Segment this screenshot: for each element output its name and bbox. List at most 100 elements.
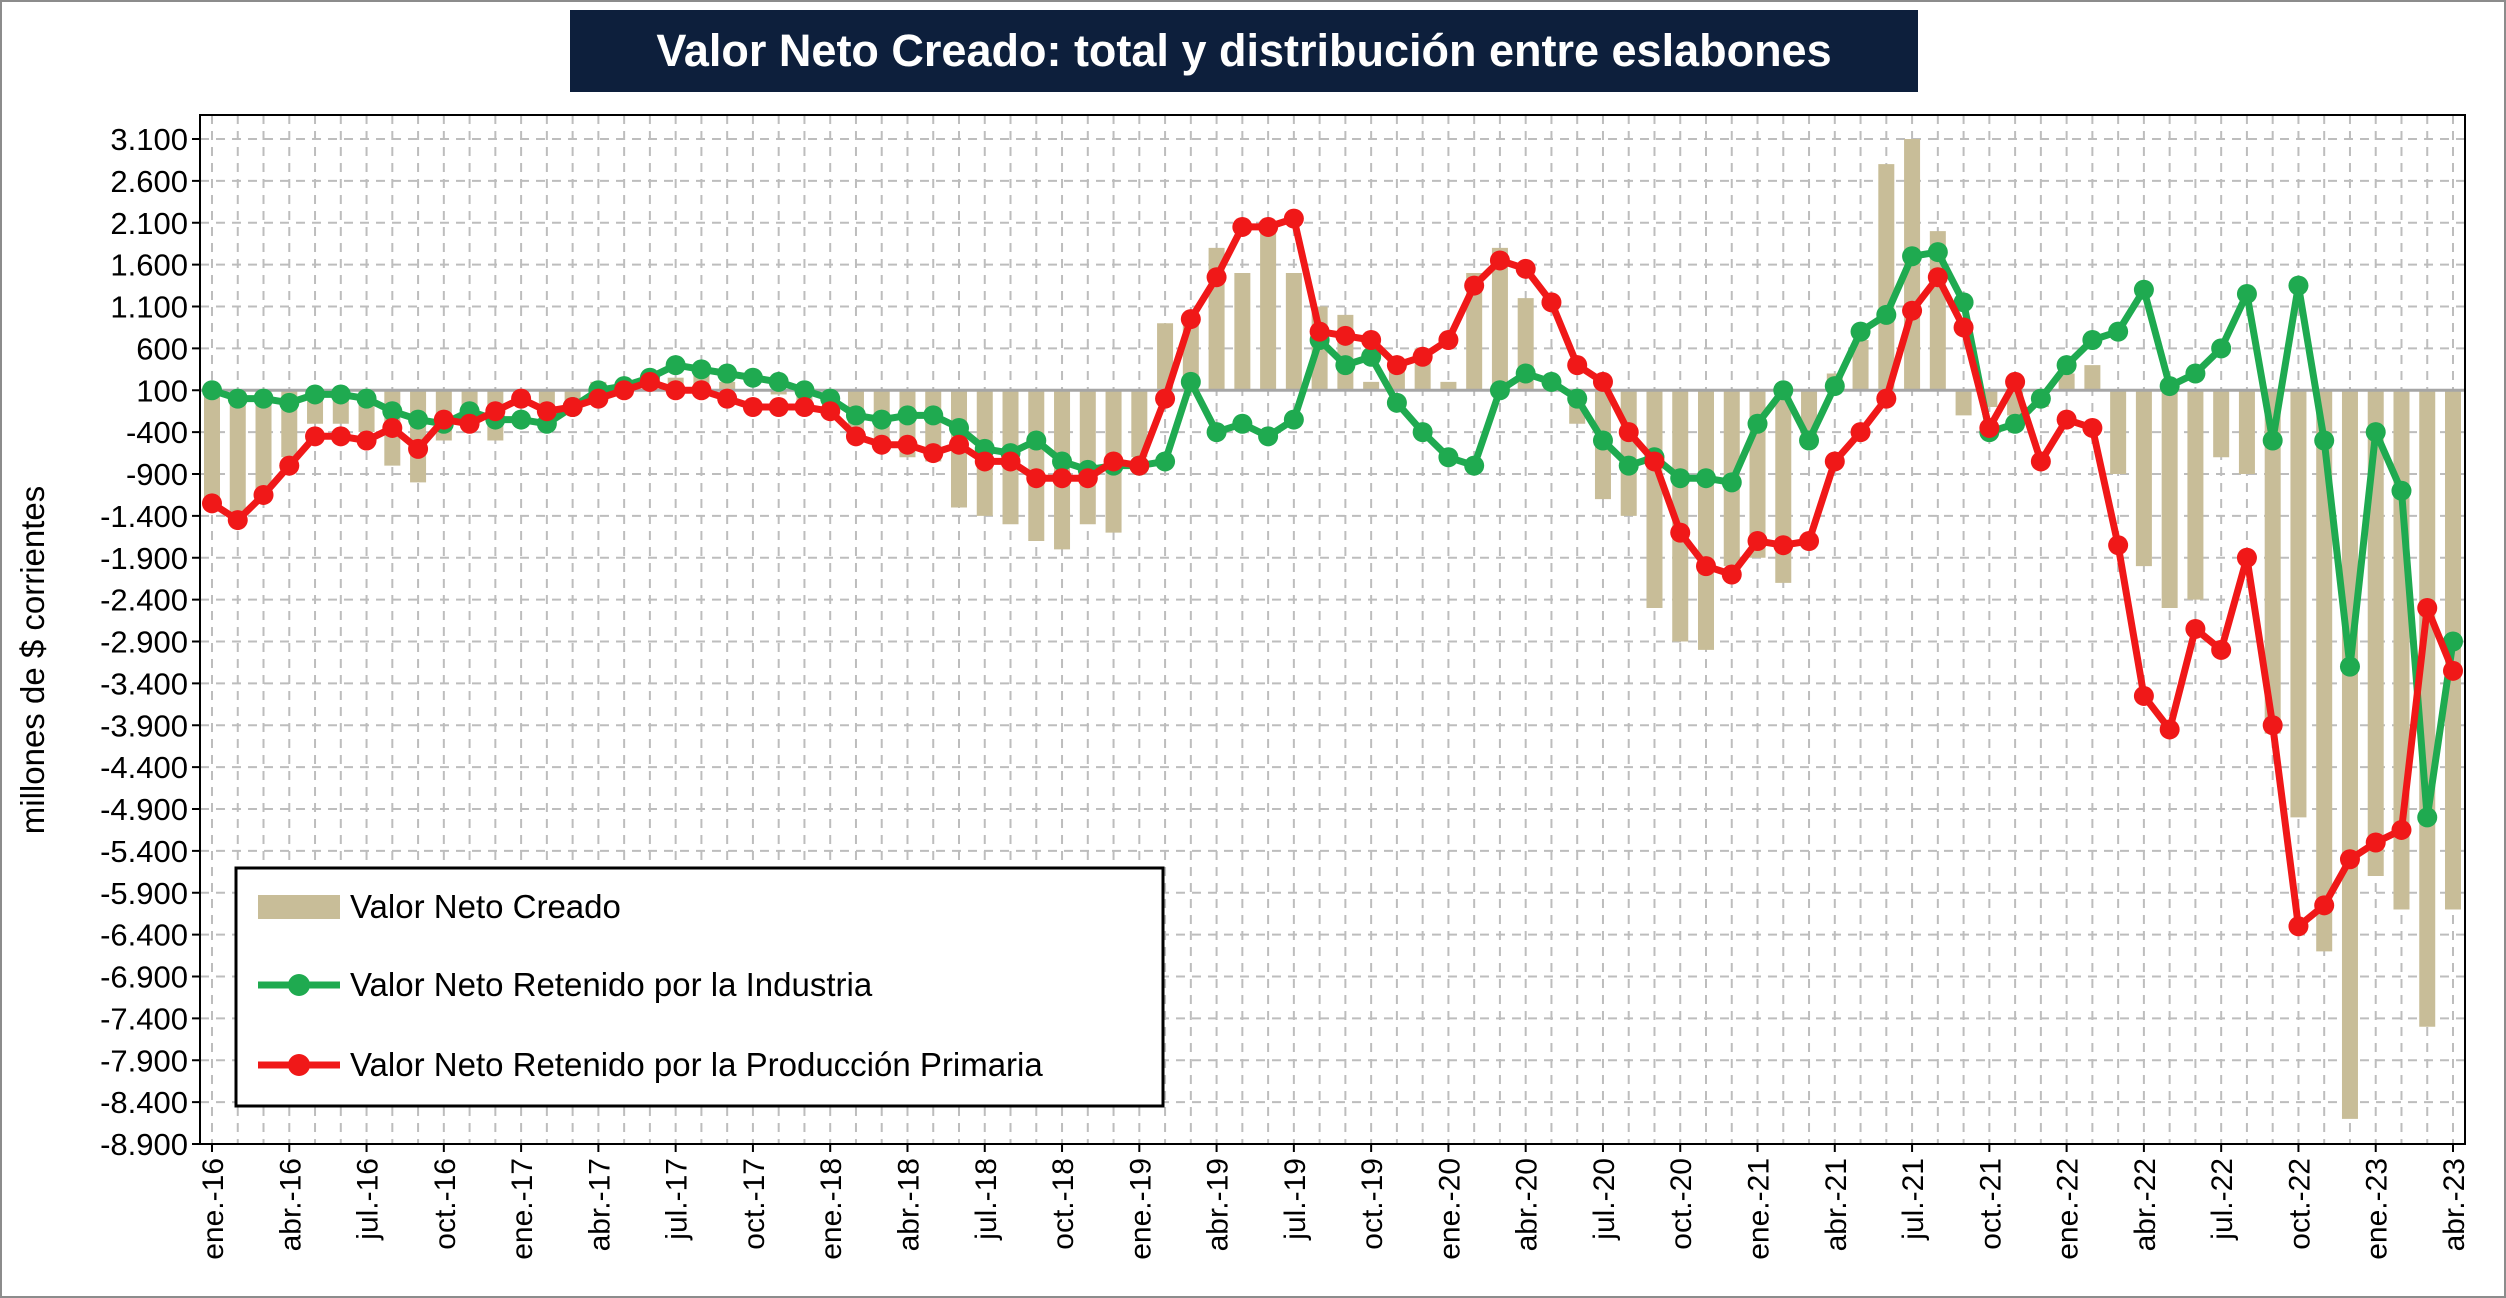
data-point (1927, 242, 1948, 263)
y-tick-label: -7.400 (100, 1001, 188, 1036)
bar (2419, 390, 2436, 1027)
bar (2135, 390, 2152, 567)
series-industria (202, 242, 2463, 828)
data-point (2339, 849, 2360, 870)
data-point (1232, 413, 1253, 434)
data-point (1850, 321, 1871, 342)
data-point (1361, 346, 1382, 367)
bar (1878, 164, 1895, 391)
x-tick-label: abr.-21 (1820, 1158, 1853, 1251)
data-point (2185, 618, 2206, 639)
bar (1285, 273, 1302, 391)
data-point (2417, 598, 2438, 618)
data-point (2443, 631, 2463, 652)
data-point (1412, 346, 1433, 367)
x-tick-label: jul.-16 (352, 1158, 385, 1241)
bar (2264, 390, 2281, 734)
data-point (2082, 330, 2103, 350)
data-point (1670, 522, 1691, 543)
data-point (1283, 208, 1304, 229)
data-point (356, 388, 377, 409)
x-tick-label: oct.-22 (2283, 1158, 2316, 1250)
y-tick-label: -3.400 (100, 666, 188, 701)
y-tick-label: -5.900 (100, 876, 188, 911)
bar (719, 381, 736, 391)
data-point (2159, 376, 2180, 397)
x-tick-label: jul.-20 (1588, 1158, 1621, 1241)
data-point (2443, 660, 2463, 681)
y-tick-label: -8.400 (100, 1085, 188, 1120)
data-point (2417, 807, 2438, 828)
data-point (1902, 300, 1923, 321)
data-point (1489, 380, 1510, 401)
bar (1131, 390, 1148, 458)
y-tick-label: -7.900 (100, 1043, 188, 1078)
data-point (2339, 656, 2360, 677)
data-point (2211, 639, 2232, 660)
y-tick-label: -4.900 (100, 792, 188, 827)
series-line (210, 248, 2457, 821)
data-point (871, 409, 892, 430)
x-tick-label: oct.-19 (1356, 1158, 1389, 1250)
data-point (1850, 422, 1871, 443)
bar (229, 390, 246, 525)
x-tick-label: jul.-17 (661, 1158, 694, 1241)
data-point (871, 434, 892, 455)
data-point (2365, 832, 2386, 853)
data-point (1052, 468, 1073, 489)
data-point (820, 401, 841, 422)
data-point (2288, 916, 2309, 937)
data-point (227, 510, 248, 531)
data-point (1515, 363, 1536, 384)
data-point (2005, 371, 2026, 392)
x-tick-label: abr.-16 (274, 1158, 307, 1251)
data-point (1592, 430, 1613, 451)
bar (1440, 381, 1457, 391)
data-point (1026, 468, 1047, 489)
x-tick-label: abr.-19 (1202, 1158, 1235, 1251)
data-point (923, 405, 944, 426)
y-tick-label: 1.600 (110, 248, 188, 283)
y-tick-label: -5.400 (100, 834, 188, 869)
bar (1388, 369, 1405, 391)
data-point (1747, 531, 1768, 551)
data-point (1180, 309, 1201, 330)
x-tick-label: oct.-16 (429, 1158, 462, 1250)
data-point (279, 392, 300, 413)
data-point (639, 371, 660, 392)
data-point (279, 455, 300, 476)
data-point (1258, 216, 1279, 237)
legend-label: Valor Neto Retenido por la Industria (350, 966, 873, 1003)
data-point (1773, 380, 1794, 401)
data-point (768, 397, 789, 417)
data-point (2236, 547, 2257, 568)
data-point (1567, 355, 1588, 376)
x-tick-label: jul.-22 (2206, 1158, 2239, 1241)
x-tick-label: abr.-18 (892, 1158, 925, 1251)
bar (1234, 273, 1251, 391)
data-point (1799, 531, 1820, 551)
x-tick-label: ene.-21 (1743, 1158, 1776, 1260)
data-point (1026, 430, 1047, 451)
bar (1620, 390, 1637, 516)
data-point (2288, 275, 2309, 296)
data-point (2133, 279, 2154, 300)
data-point (1438, 330, 1459, 350)
series-produccion-primaria (202, 208, 2463, 937)
y-tick-label: -3.900 (100, 708, 188, 743)
bar (2290, 390, 2307, 818)
data-point (2056, 409, 2077, 430)
data-point (2262, 715, 2283, 736)
data-point (1206, 422, 1227, 443)
data-point (2314, 895, 2335, 916)
data-point (305, 384, 326, 405)
data-point (2030, 451, 2051, 472)
data-point (2030, 388, 2051, 409)
data-point (253, 484, 274, 505)
y-tick-labels: 3.100 2.600 2.100 1.600 1.100 600 100 -400 -900 -… (100, 122, 188, 1162)
bar (1775, 390, 1792, 583)
data-point (511, 388, 532, 409)
data-point (1541, 292, 1562, 313)
data-point (2365, 422, 2386, 443)
bar (1955, 390, 1972, 416)
